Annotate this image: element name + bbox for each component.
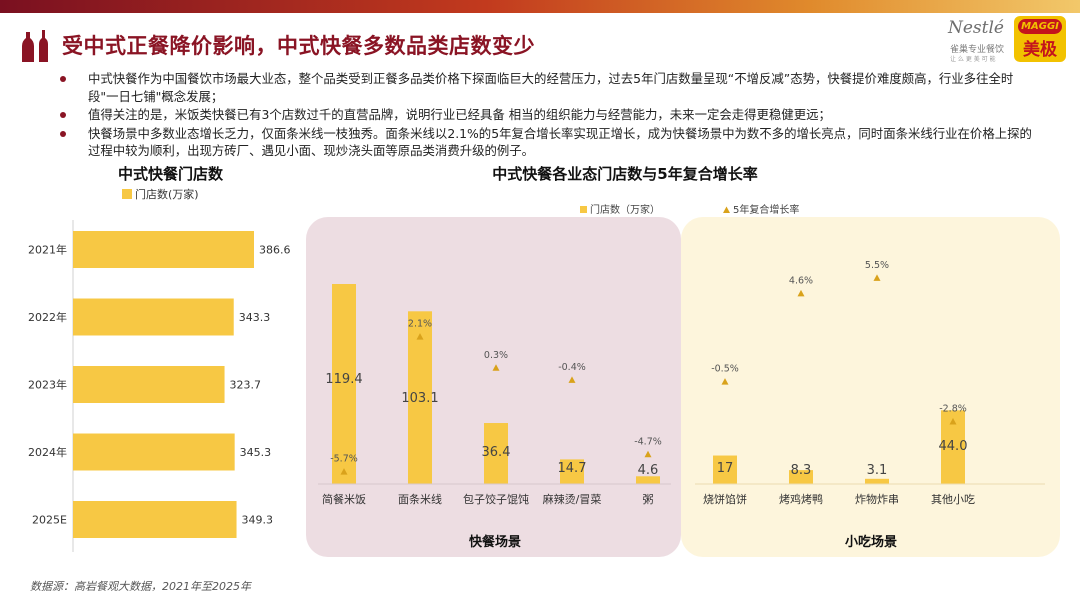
category-tick-label: 烤鸡烤鸭 xyxy=(779,492,823,506)
page-title: 受中式正餐降价影响，中式快餐多数品类店数变少 xyxy=(62,34,535,58)
growth-rate-marker xyxy=(797,289,805,297)
year-tick-label: 2025E xyxy=(32,514,67,527)
category-bar xyxy=(636,476,660,484)
growth-rate-label: -2.8% xyxy=(939,403,967,414)
legend-swatch-store xyxy=(580,206,587,213)
legend-label-store: 门店数（万家） xyxy=(590,203,660,216)
growth-rate-marker xyxy=(873,274,881,281)
category-bar xyxy=(332,284,356,484)
legend-marker-growth xyxy=(723,206,730,213)
bottle-icon xyxy=(22,30,48,62)
right-chart-title: 中式快餐各业态门店数与5年复合增长率 xyxy=(0,163,1080,184)
category-tick-label: 烧饼馅饼 xyxy=(703,492,747,506)
growth-rate-marker xyxy=(340,468,348,475)
maggi-logo-text: MAGGI xyxy=(1018,19,1062,34)
bullet-item: 快餐场景中多数业态增长乏力，仅面条米线一枝独秀。面条米线以2.1%的5年复合增长… xyxy=(60,125,1035,160)
top-gradient-bar xyxy=(0,0,1080,13)
category-bar-value-label: 119.4 xyxy=(325,372,362,387)
store-count-value-label: 349.3 xyxy=(242,514,274,527)
year-tick-label: 2023年 xyxy=(28,378,67,392)
category-bar-value-label: 36.4 xyxy=(482,445,511,460)
maggi-logo: MAGGI 美极 xyxy=(1014,16,1066,62)
bullet-text: 值得关注的是，米饭类快餐已有3个店数过千的直营品牌，说明行业已经具备 相当的组织… xyxy=(88,107,831,122)
bullet-item: 中式快餐作为中国餐饮市场最大业态，整个品类受到正餐多品类价格下探面临巨大的经营压… xyxy=(60,70,1035,105)
bullet-item: 值得关注的是，米饭类快餐已有3个店数过千的直营品牌，说明行业已经具备 相当的组织… xyxy=(60,106,1035,124)
growth-rate-label: 2.1% xyxy=(408,319,432,330)
year-tick-label: 2022年 xyxy=(28,310,67,324)
growth-rate-label: 0.3% xyxy=(484,350,508,361)
category-bar xyxy=(408,311,432,484)
year-tick-label: 2024年 xyxy=(28,445,67,459)
fast-food-group-label: 快餐场景 xyxy=(469,534,521,550)
category-bar-value-label: 17 xyxy=(717,461,734,476)
category-bar xyxy=(789,470,813,484)
category-bar-value-label: 103.1 xyxy=(401,391,438,406)
nestle-logo: Nestlé 雀巢专业餐饮 让 么 更 美 可 能 xyxy=(948,16,1012,64)
snack-panel xyxy=(681,217,1060,557)
store-count-value-label: 323.7 xyxy=(230,379,262,392)
legend-swatch xyxy=(122,189,132,199)
category-bar xyxy=(941,410,965,484)
legend-label: 门店数(万家) xyxy=(135,188,199,201)
snack-group-label: 小吃场景 xyxy=(845,534,897,550)
growth-rate-label: 5.5% xyxy=(865,260,889,271)
bullet-dot xyxy=(60,76,66,82)
store-count-value-label: 345.3 xyxy=(240,446,272,459)
growth-rate-marker xyxy=(949,417,957,425)
nestle-logo-tagline: 让 么 更 美 可 能 xyxy=(950,56,996,63)
store-count-bar xyxy=(73,433,235,471)
category-tick-label: 包子饺子馄饨 xyxy=(463,492,529,506)
growth-rate-marker xyxy=(492,364,500,371)
category-bar-value-label: 8.3 xyxy=(791,463,812,478)
category-bar xyxy=(560,459,584,484)
growth-rate-marker xyxy=(721,378,729,385)
nestle-logo-text: Nestlé xyxy=(948,18,1004,38)
growth-rate-label: -4.7% xyxy=(634,436,662,447)
category-tick-label: 简餐米饭 xyxy=(322,492,366,506)
category-bar-value-label: 4.6 xyxy=(638,463,659,478)
growth-rate-label: -5.7% xyxy=(330,454,358,465)
category-bar-value-label: 14.7 xyxy=(558,461,587,476)
category-bar xyxy=(865,478,889,484)
growth-rate-label: 4.6% xyxy=(789,275,813,286)
bullet-dot xyxy=(60,112,66,118)
category-tick-label: 面条米线 xyxy=(398,492,442,506)
category-tick-label: 粥 xyxy=(643,493,654,506)
maggi-logo-cn: 美极 xyxy=(1023,40,1057,60)
store-count-value-label: 343.3 xyxy=(239,311,271,324)
category-tick-label: 其他小吃 xyxy=(931,493,975,506)
year-tick-label: 2021年 xyxy=(28,243,67,257)
category-bar xyxy=(713,455,737,484)
store-count-bar xyxy=(73,298,234,336)
growth-rate-marker xyxy=(568,376,576,383)
category-bar-value-label: 3.1 xyxy=(867,463,888,478)
bullet-text: 中式快餐作为中国餐饮市场最大业态，整个品类受到正餐多品类价格下探面临巨大的经营压… xyxy=(88,71,1014,104)
store-count-bar xyxy=(73,366,225,403)
category-tick-label: 麻辣烫/冒菜 xyxy=(543,492,602,506)
left-chart-legend: 门店数(万家) xyxy=(122,186,199,202)
growth-rate-label: -0.5% xyxy=(711,364,739,375)
data-source-note: 数据源：高岩餐观大数据，2021年至2025年 xyxy=(30,580,251,593)
legend-label-growth: 5年复合增长率 xyxy=(733,203,799,216)
right-chart-title-text: 中式快餐各业态门店数与5年复合增长率 xyxy=(492,165,758,183)
store-count-bar xyxy=(73,231,254,268)
category-tick-label: 炸物炸串 xyxy=(855,492,899,506)
growth-rate-marker xyxy=(416,333,424,340)
store-count-value-label: 386.6 xyxy=(259,244,291,257)
fast-food-panel xyxy=(306,217,681,557)
left-chart-title: 中式快餐门店数 xyxy=(118,165,224,183)
category-bar xyxy=(484,423,508,484)
growth-rate-marker xyxy=(644,450,652,458)
bullet-list: 中式快餐作为中国餐饮市场最大业态，整个品类受到正餐多品类价格下探面临巨大的经营压… xyxy=(60,70,1035,161)
category-bar-value-label: 44.0 xyxy=(939,439,968,454)
bullet-text: 快餐场景中多数业态增长乏力，仅面条米线一枝独秀。面条米线以2.1%的5年复合增长… xyxy=(88,125,1032,159)
growth-rate-label: -0.4% xyxy=(558,362,586,373)
nestle-logo-subtitle: 雀巢专业餐饮 xyxy=(950,45,1005,55)
store-count-bar xyxy=(73,501,237,538)
bullet-dot xyxy=(60,130,66,137)
